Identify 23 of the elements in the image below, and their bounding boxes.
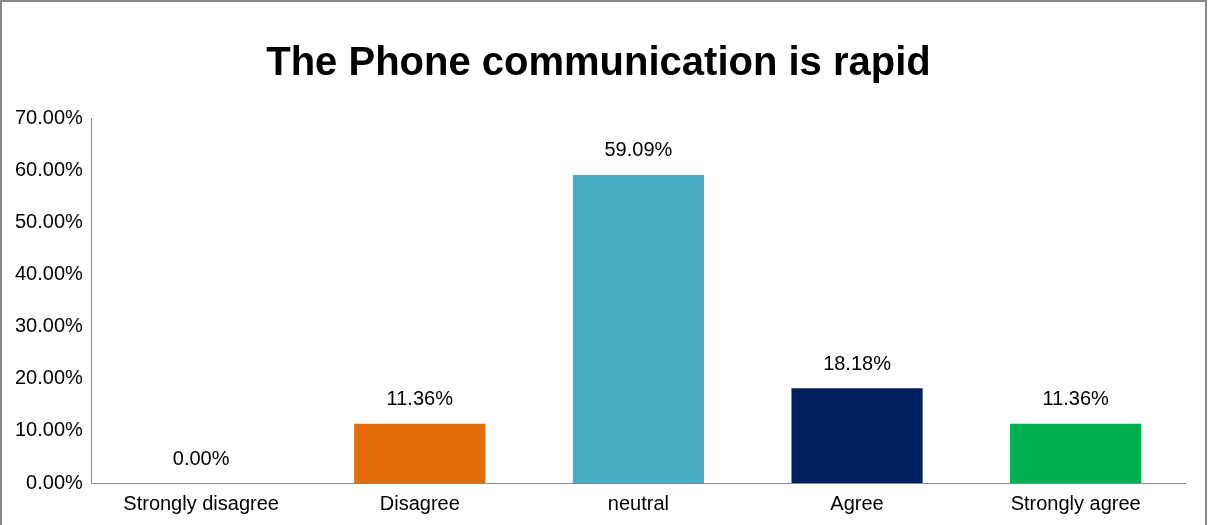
y-tick-label: 70.00% [14, 105, 84, 128]
data-label: 0.00% [172, 446, 230, 469]
bar [354, 423, 486, 483]
y-tick-label: 60.00% [14, 157, 84, 180]
y-tick-label: 0.00% [26, 470, 84, 493]
x-tick-label: Disagree [379, 491, 460, 514]
bar [791, 388, 923, 483]
y-tick-label: 10.00% [14, 418, 84, 441]
y-tick-label: 40.00% [14, 261, 84, 284]
y-tick-label: 20.00% [14, 366, 84, 389]
x-tick-label: neutral [607, 491, 669, 514]
x-tick-label: Strongly disagree [123, 491, 279, 514]
data-label: 59.09% [604, 138, 673, 161]
data-label: 11.36% [386, 387, 454, 410]
bar [572, 174, 705, 483]
y-tick-label: 30.00% [14, 314, 84, 337]
bar [1010, 423, 1142, 483]
y-tick-label: 50.00% [14, 209, 84, 232]
data-label: 18.18% [823, 351, 892, 374]
x-tick-label: Agree [830, 491, 884, 514]
data-label: 11.36% [1042, 387, 1110, 410]
chart-title: The Phone communication is rapid [266, 39, 931, 84]
x-tick-label: Strongly agree [1010, 491, 1141, 514]
